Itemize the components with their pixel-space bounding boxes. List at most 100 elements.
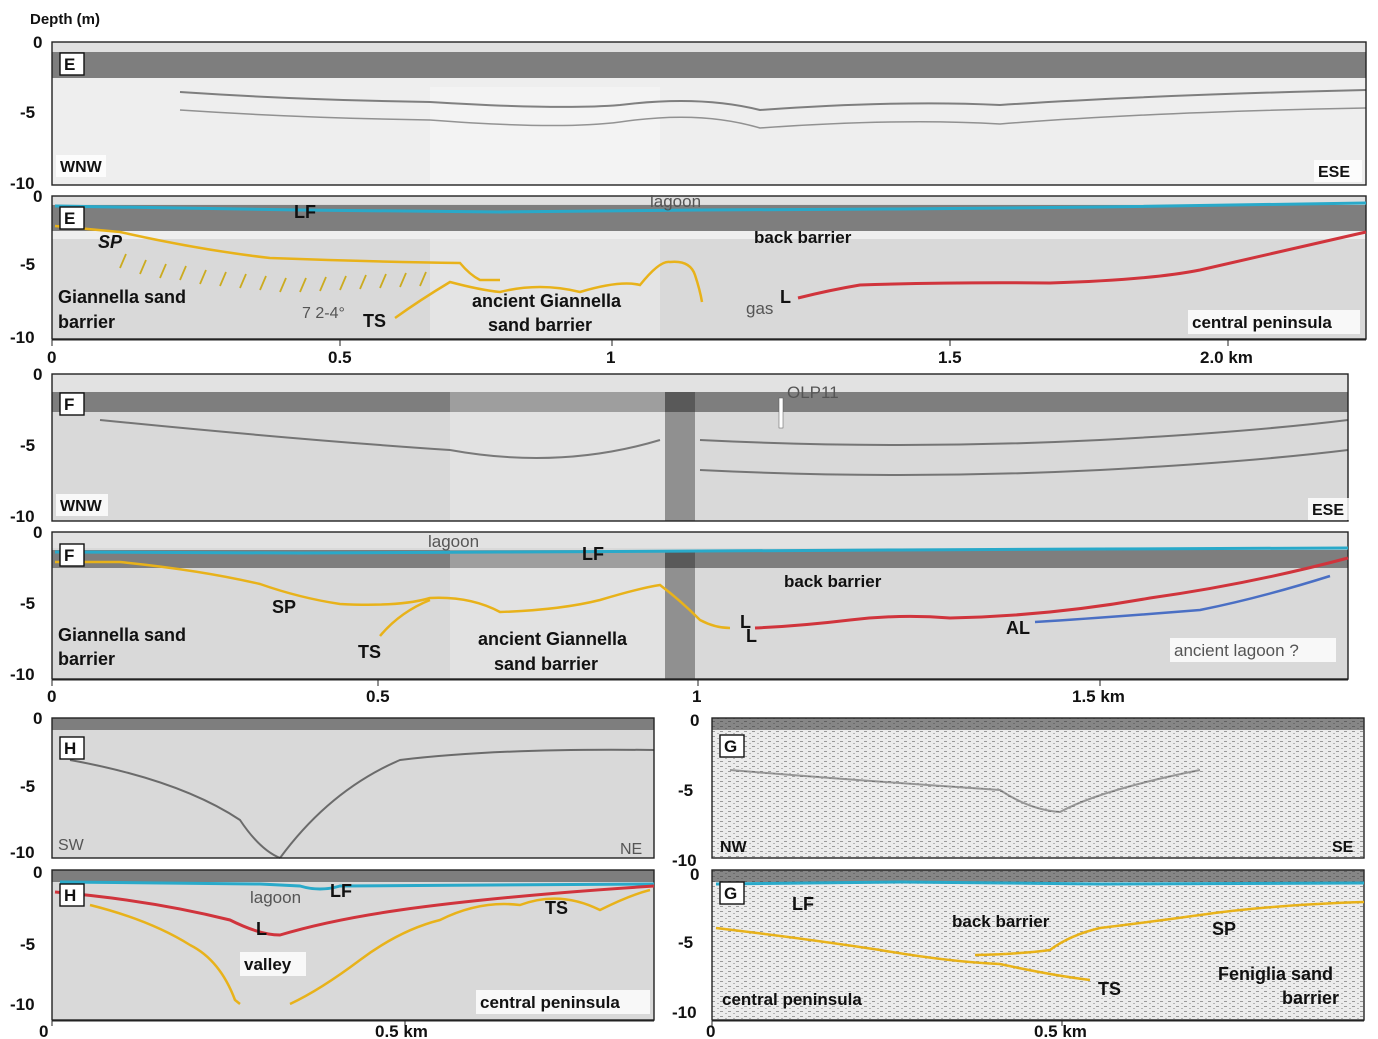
ts-horizon-line xyxy=(715,926,1091,982)
label-sp: SP xyxy=(1212,919,1236,939)
lagoon-floor-line xyxy=(54,201,1367,214)
lagoon-base-line xyxy=(797,230,1367,300)
direction-label-right: SE xyxy=(1332,839,1354,856)
label-giannella-2: barrier xyxy=(58,312,115,332)
depth-tick: -10 xyxy=(10,843,35,862)
depth-tick: -10 xyxy=(10,174,35,193)
depth-tick: 0 xyxy=(33,187,42,206)
panel-e-raw: E 0 -5 -10 WNW ESE xyxy=(10,33,1367,193)
distance-tick: 1 xyxy=(692,687,701,706)
label-back-barrier: back barrier xyxy=(784,572,882,591)
label-sp: SP xyxy=(98,232,123,252)
depth-tick: -10 xyxy=(10,665,35,684)
label-l: L xyxy=(780,287,791,307)
distance-axis-h: 0 0.5 km xyxy=(39,1020,654,1039)
depth-tick: -5 xyxy=(20,436,35,455)
depth-tick: 0 xyxy=(33,365,42,384)
label-giannella-2: barrier xyxy=(58,649,115,669)
direction-label-right: ESE xyxy=(1318,164,1350,181)
depth-tick: -5 xyxy=(20,777,35,796)
distance-tick: 0 xyxy=(47,348,56,367)
label-lagoon: lagoon xyxy=(650,192,701,211)
distance-tick: 0 xyxy=(47,687,56,706)
depth-tick: -10 xyxy=(672,851,697,870)
label-ancient-2: sand barrier xyxy=(494,654,598,674)
direction-label-left: WNW xyxy=(60,498,103,515)
label-l: L xyxy=(740,612,751,632)
label-central-peninsula: central peninsula xyxy=(480,993,620,1012)
distance-tick: 0.5 km xyxy=(375,1022,428,1039)
depth-tick: -5 xyxy=(20,935,35,954)
label-ts: TS xyxy=(358,642,381,662)
panel-letter: F xyxy=(64,395,74,414)
panel-letter: E xyxy=(64,209,75,228)
label-lf: LF xyxy=(294,202,316,222)
distance-axis-f: 0 0.5 1 1.5 km xyxy=(47,679,1348,706)
label-sp: SP xyxy=(272,597,296,617)
panel-g-raw: G 0 -5 -10 NW SE xyxy=(672,711,1365,870)
label-ts: TS xyxy=(545,898,568,918)
label-lf: LF xyxy=(330,881,352,901)
label-valley: valley xyxy=(244,955,292,974)
label-ancient-1: ancient Giannella xyxy=(472,291,622,311)
depth-tick: -10 xyxy=(672,1003,697,1022)
depth-tick: -10 xyxy=(10,995,35,1014)
ts-horizon-line xyxy=(89,903,241,1005)
label-ancient-1: ancient Giannella xyxy=(478,629,628,649)
panel-f-raw: OLP11 F 0 -5 -10 WNW ESE xyxy=(10,365,1356,526)
panel-e-interpreted: E 0 -5 -10 lagoon LF SP back barrier Gia… xyxy=(10,187,1367,347)
sp-horizon-line xyxy=(974,900,1365,957)
lagoon-floor-line xyxy=(715,880,1365,886)
label-ancient-lagoon: ancient lagoon ? xyxy=(1174,641,1299,660)
lagoon-floor-line xyxy=(54,546,1349,555)
label-gas: gas xyxy=(746,299,773,318)
depth-tick: 0 xyxy=(33,523,42,542)
direction-label-left: NW xyxy=(720,839,748,856)
depth-tick: -5 xyxy=(20,255,35,274)
panel-f-interpreted: F 0 -5 -10 lagoon LF back barrier Gianne… xyxy=(10,523,1349,684)
core-label-olp11: OLP11 xyxy=(787,383,839,402)
panel-letter: G xyxy=(724,737,737,756)
distance-tick: 0.5 km xyxy=(1034,1022,1087,1039)
label-feniglia-1: Feniglia sand xyxy=(1218,964,1333,984)
panel-h-interpreted: H 0 -5 -10 lagoon LF L TS valley central… xyxy=(10,863,655,1021)
label-al: AL xyxy=(1006,618,1030,638)
depth-tick: -5 xyxy=(20,594,35,613)
ts-horizon-line xyxy=(394,260,704,320)
distance-tick: 0 xyxy=(706,1022,715,1039)
direction-label-left: WNW xyxy=(60,159,103,176)
depth-tick: 0 xyxy=(33,709,42,728)
label-giannella-1: Giannella sand xyxy=(58,287,186,307)
direction-label-left: SW xyxy=(58,837,85,854)
depth-tick: -5 xyxy=(678,781,693,800)
label-l: L xyxy=(256,919,267,939)
sp-horizon-line xyxy=(55,560,731,630)
panel-h-raw: H 0 -5 -10 SW NE xyxy=(10,709,655,862)
distance-tick: 0 xyxy=(39,1022,48,1039)
lagoon-floor-line xyxy=(59,880,655,891)
depth-tick: 0 xyxy=(690,711,699,730)
depth-tick: 0 xyxy=(690,865,699,884)
ts-horizon-line xyxy=(379,598,431,637)
depth-tick: -5 xyxy=(678,933,693,952)
label-feniglia-2: barrier xyxy=(1282,988,1339,1008)
distance-axis-g: 0 0.5 km xyxy=(706,1020,1364,1039)
distance-tick: 1.5 km xyxy=(1072,687,1125,706)
label-giannella-1: Giannella sand xyxy=(58,625,186,645)
label-ts: TS xyxy=(1098,979,1121,999)
distance-tick: 1.5 xyxy=(938,348,962,367)
label-central-peninsula: central peninsula xyxy=(722,990,862,1009)
label-lagoon: lagoon xyxy=(250,888,301,907)
depth-tick: 0 xyxy=(33,863,42,882)
label-central-peninsula: central peninsula xyxy=(1192,313,1332,332)
label-dip: 7 2-4° xyxy=(302,305,345,322)
distance-tick: 2.0 km xyxy=(1200,348,1253,367)
dip-lines xyxy=(119,253,427,293)
direction-label-right: ESE xyxy=(1312,502,1344,519)
lagoon-base-line xyxy=(754,556,1349,630)
distance-tick: 0.5 xyxy=(328,348,352,367)
ancient-lagoon-line xyxy=(1034,574,1331,624)
label-lf: LF xyxy=(582,544,604,564)
depth-tick: -10 xyxy=(10,328,35,347)
